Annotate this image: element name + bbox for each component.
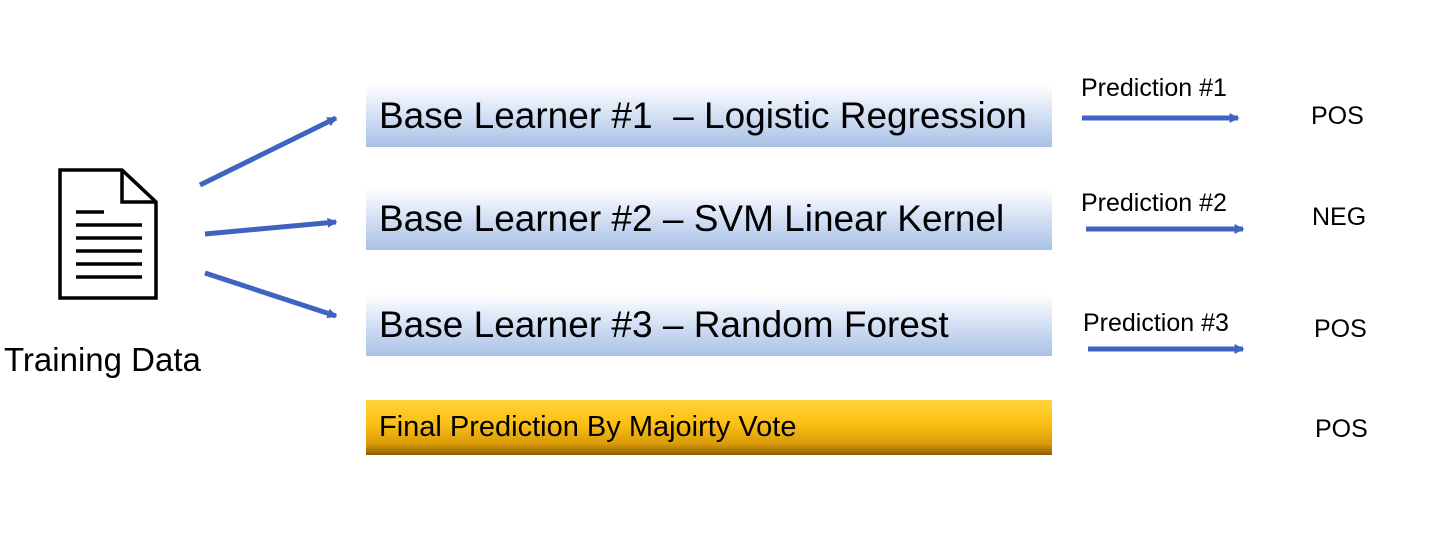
prediction-3-label: Prediction #3 — [1083, 309, 1229, 337]
base-learner-1-label: Base Learner #1 – Logistic Regression — [379, 95, 1027, 136]
base-learner-3-label: Base Learner #3 – Random Forest — [379, 304, 949, 345]
final-prediction-label: Final Prediction By Majoirty Vote — [379, 411, 797, 443]
prediction-1-label: Prediction #1 — [1081, 74, 1227, 102]
base-learner-3-box: Base Learner #3 – Random Forest — [366, 294, 1052, 356]
prediction-2-label: Prediction #2 — [1081, 189, 1227, 217]
arrow-to-learner-2 — [204, 217, 338, 237]
base-learner-2-label: Base Learner #2 – SVM Linear Kernel — [379, 198, 1005, 239]
base-learner-1-box: Base Learner #1 – Logistic Regression — [366, 85, 1052, 147]
prediction-2-outcome: NEG — [1312, 203, 1367, 231]
training-data-label: Training Data — [4, 341, 201, 378]
prediction-1-outcome: POS — [1311, 102, 1364, 130]
prediction-3-outcome: POS — [1314, 315, 1367, 343]
document-icon — [58, 168, 158, 300]
arrow-to-learner-1 — [198, 115, 338, 188]
final-prediction-outcome: POS — [1315, 415, 1368, 443]
final-prediction-box: Final Prediction By Majoirty Vote — [366, 400, 1052, 455]
arrow-to-learner-3 — [204, 270, 338, 319]
base-learner-2-box: Base Learner #2 – SVM Linear Kernel — [366, 188, 1052, 250]
